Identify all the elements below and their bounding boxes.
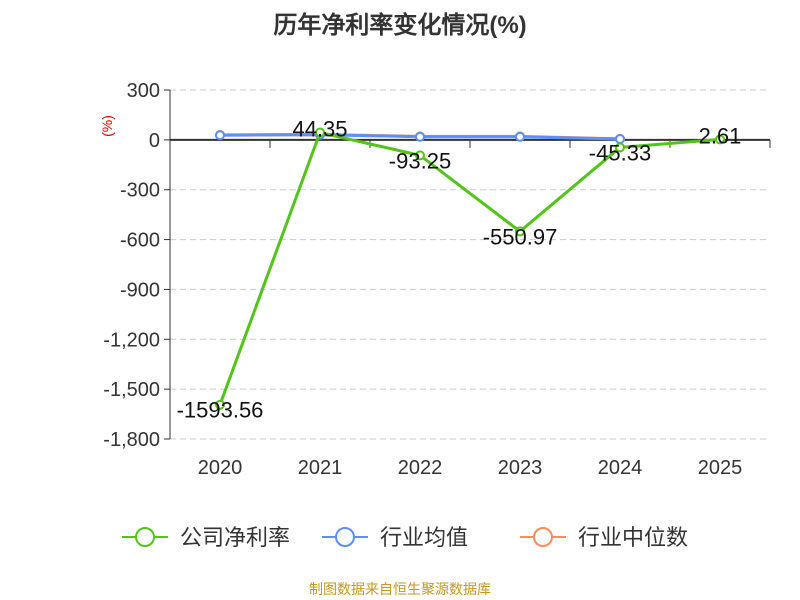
y-tick-label: -1,500	[103, 379, 160, 401]
y-tick-label: -900	[120, 279, 160, 301]
data-point	[315, 127, 325, 138]
data-point	[415, 131, 425, 142]
data-label: 2.61	[699, 123, 742, 148]
data-label: -1593.56	[177, 398, 264, 423]
x-tick-label: 2025	[698, 457, 743, 479]
x-tick-label: 2024	[598, 457, 643, 479]
data-point	[715, 134, 725, 145]
data-label: -45.33	[589, 140, 651, 165]
data-point	[615, 142, 625, 153]
y-tick-label: -1,800	[103, 429, 160, 451]
x-tick-label: 2023	[498, 457, 543, 479]
data-point	[415, 150, 425, 161]
data-label: -93.25	[389, 148, 451, 173]
source-footer: 制图数据来自恒生聚源数据库	[309, 581, 491, 597]
y-tick-label: 0	[149, 130, 160, 152]
series-line	[218, 130, 721, 406]
x-tick-label: 2022	[398, 457, 443, 479]
data-point	[515, 226, 525, 237]
y-tick-label: -600	[120, 230, 160, 252]
y-tick-label: -1,200	[103, 329, 160, 351]
data-label: 44.35	[292, 116, 347, 141]
legend-marker	[335, 527, 355, 547]
x-tick-label: 2021	[298, 457, 343, 479]
legend-label: 行业均值	[380, 525, 468, 550]
chart-title: 历年净利率变化情况(%)	[273, 11, 526, 39]
data-label: -550.97	[483, 224, 558, 249]
data-point	[515, 131, 525, 142]
legend-marker	[135, 527, 155, 547]
legend-label: 公司净利率	[180, 525, 290, 550]
x-tick-label: 2020	[198, 457, 243, 479]
legend-label: 行业中位数	[578, 525, 688, 550]
y-tick-label: 300	[127, 80, 160, 102]
data-point	[215, 130, 225, 141]
legend-marker	[533, 527, 553, 547]
y-axis-label: (%)	[99, 115, 115, 137]
data-point	[215, 399, 225, 410]
y-tick-label: -300	[120, 180, 160, 202]
